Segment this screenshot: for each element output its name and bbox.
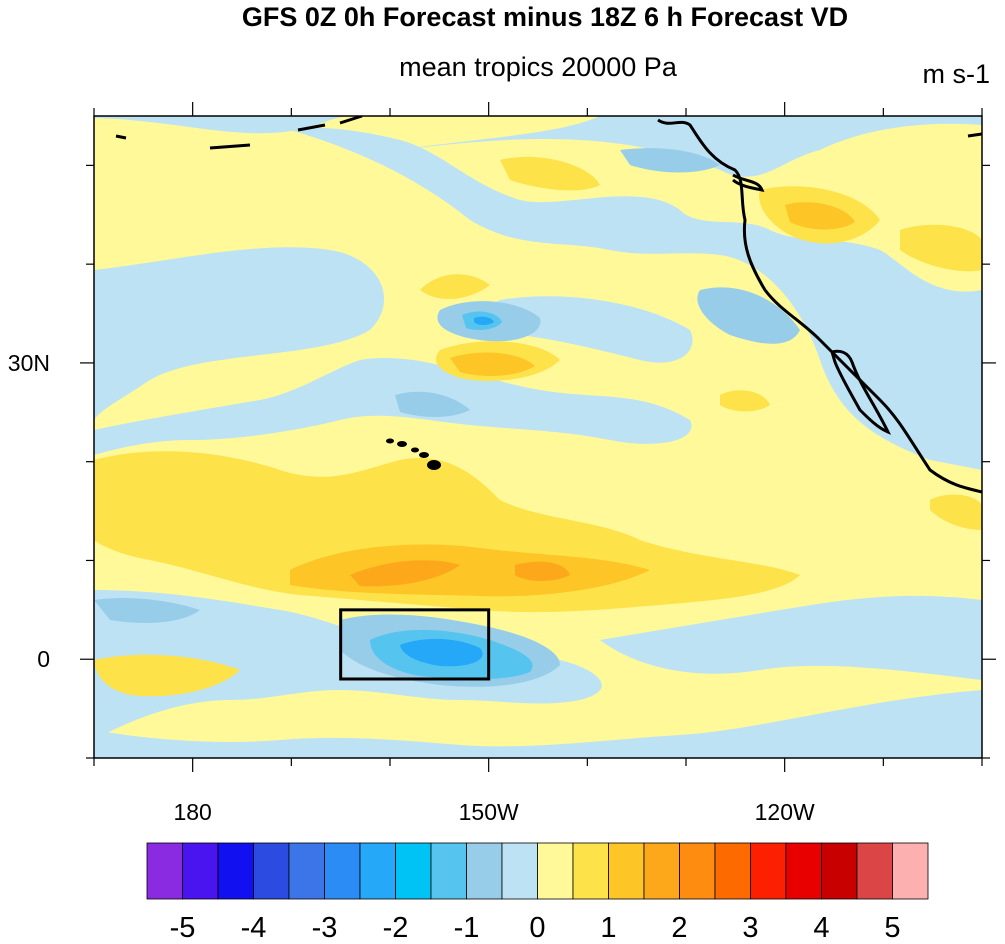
colorbar-swatch [359,842,396,900]
colorbar-swatch [537,842,574,900]
colorbar-swatch [324,842,361,900]
colorbar-swatch [608,842,645,900]
baja-peninsula [830,349,892,435]
colorbar-label: -2 [383,912,409,944]
island-north-4 [209,143,251,150]
colorbar-swatch [714,842,751,900]
colorbar-swatch [395,842,432,900]
colorbar-swatch [643,842,680,900]
colorbar-label: 2 [671,912,687,944]
colorbar-swatch [750,842,787,900]
coastlines [115,116,982,494]
units-label: m s-1 [923,59,991,89]
colorbar-swatch [430,842,467,900]
lat-tick-label: 30N [8,350,50,376]
lon-tick-label: 150W [459,799,519,825]
positive-core-regions [350,560,570,587]
colorbar-label: 0 [529,912,545,944]
colorbar-swatch [253,842,290,900]
plot-title: GFS 0Z 0h Forecast minus 18Z 6 h Forecas… [242,2,848,32]
colorbar-swatch [182,842,219,900]
island-north-2 [297,123,326,132]
colorbar-swatch [892,842,929,900]
lon-tick-label: 180 [173,799,211,825]
coastline-northeast-edge [967,132,982,138]
colorbar-swatch [146,842,183,900]
colorbar-swatch [501,842,538,900]
axis-ticks [80,102,996,772]
north-america-coastline [657,118,982,494]
colorbar-label: 3 [742,912,758,944]
colorbar-label: -4 [241,912,267,944]
colorbar-swatch [466,842,503,900]
lon-tick-label: 120W [755,799,815,825]
hawaii-islands [386,438,441,470]
plot-subtitle: mean tropics 20000 Pa [399,52,678,82]
colorbar-swatch [572,842,609,900]
lat-tick-label: 0 [37,646,50,672]
colorbar [146,842,929,900]
colorbar-label: -3 [312,912,338,944]
coastal-bay [732,173,765,193]
colorbar-label: -5 [170,912,196,944]
colorbar-label: -1 [454,912,480,944]
colorbar-swatch [821,842,858,900]
colorbar-label: 5 [884,912,900,944]
colorbar-label: 1 [600,912,616,944]
colorbar-swatch [785,842,822,900]
map-frame [93,115,983,759]
highlight-box [339,608,491,681]
island-north-1 [339,116,363,125]
colorbar-swatch [856,842,893,900]
negative-strong-core [370,311,533,680]
colorbar-swatch [217,842,254,900]
contour-field [94,116,982,758]
colorbar-swatch [288,842,325,900]
colorbar-label: 4 [813,912,829,944]
negative-weak-regions [94,116,982,758]
colorbar-swatch [679,842,716,900]
island-north-3 [115,134,127,140]
colorbar-labels: -5 -4 -3 -2 -1 0 1 2 3 4 5 [170,912,901,944]
